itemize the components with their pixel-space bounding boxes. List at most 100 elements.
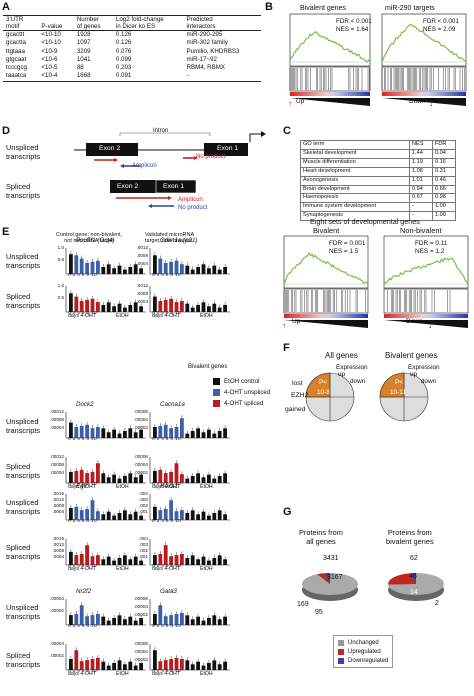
bar [106, 264, 111, 274]
rank-wedge [290, 98, 370, 106]
amplicon-label: Amplicon [132, 163, 157, 169]
enrichment-curve [289, 30, 371, 63]
spliced-exon1-label: Exon 1 [163, 183, 185, 190]
bar [169, 556, 173, 565]
bar [128, 266, 133, 274]
bar [74, 614, 79, 625]
bar [90, 428, 95, 438]
legend-label: Upregulated [348, 648, 381, 655]
bar [85, 473, 89, 483]
bar [133, 511, 138, 520]
bar [128, 559, 133, 565]
bar [217, 619, 222, 625]
gsea-b-up: Up [296, 98, 305, 105]
bar [106, 620, 111, 625]
enrichment-frame [283, 235, 369, 289]
bar [163, 263, 168, 274]
y-tick-label: .002 [139, 503, 148, 508]
enrichment-frame [381, 13, 467, 67]
spliced-bar-chart [149, 286, 230, 313]
bar [190, 510, 195, 520]
bar [158, 661, 163, 670]
bar [153, 470, 157, 483]
bar [185, 557, 190, 565]
bar [106, 556, 111, 565]
motif-table-cell: 88 [76, 64, 84, 72]
motif-table-cell: - [183, 72, 261, 82]
gsea-plot [283, 235, 369, 328]
exon2-box [86, 143, 138, 156]
bar [174, 427, 179, 438]
g-biv-center: 46 [409, 573, 417, 580]
legend-item: 4-OHT spliced [213, 398, 270, 409]
go-table-cell: 0.67 [408, 193, 433, 204]
bar [79, 554, 84, 565]
motif-table-row: tcccgcg <10-5 88 0.203 RBM4, RBMX [3, 64, 261, 72]
x-tick-labels: 0 2 4 6 8 10 [68, 482, 97, 487]
panel-e-legend: EtOH control 4-OHT unspliced 4-OHT spliced [213, 376, 270, 409]
motif-table-row: ttgtaaa <10-9 3209 0.076 Pumilio, KHDRBS3 [3, 48, 261, 56]
bar [117, 660, 122, 670]
bar [74, 650, 79, 670]
bar [153, 296, 157, 312]
go-table-cell: 0.16 [431, 157, 457, 168]
bar [201, 665, 206, 670]
motif-table-header: Number of genes [73, 15, 113, 31]
rank-color-bar [382, 92, 466, 96]
tss-arrowhead-icon [261, 131, 266, 137]
bar [128, 304, 133, 312]
motif-table-header: 3'UTR motif [3, 15, 39, 31]
bar [74, 296, 79, 312]
bar [74, 470, 79, 483]
bar [79, 510, 84, 520]
y-tick-label: .00006 [133, 641, 148, 646]
bar [123, 555, 127, 565]
bar [217, 475, 222, 483]
go-table-cell: Immune system development [300, 202, 410, 213]
x-tick-labels: 0 2 4 6 8 10 [152, 311, 181, 316]
bar [106, 477, 111, 483]
bar [74, 427, 79, 438]
y-tick-label: .00004 [133, 649, 148, 654]
transcript-row-label: Unspliced transcripts [6, 603, 41, 621]
motif-table-cell: <10-9 [41, 47, 58, 55]
bar [158, 301, 163, 312]
protein-pie-slice [325, 573, 330, 584]
bar [169, 659, 173, 670]
y-tick-label: .001 [139, 554, 148, 559]
up-arrow-icon: ↑ [288, 99, 292, 108]
bar [174, 260, 179, 274]
gene-name: Gata3 [160, 588, 177, 595]
bar [69, 422, 73, 438]
bar [196, 661, 200, 670]
x-tick-labels: 0 2 4 6 8 10 [152, 624, 181, 629]
etoh-label: EtOH [200, 313, 213, 319]
bar [69, 551, 73, 565]
motif-table-cell: gtgcaat [6, 55, 27, 63]
panel-label-a: A [2, 1, 10, 13]
bar [85, 616, 89, 625]
gsea-c-down: Down [406, 318, 423, 325]
bar [101, 559, 106, 565]
f-up-2: up [410, 371, 418, 378]
bar [207, 662, 211, 670]
y-tick-label: .00008 [49, 462, 64, 467]
gene-name: Dock2 [76, 401, 94, 408]
bar [85, 509, 89, 520]
exon1-box [204, 143, 248, 156]
days-label: days 4-OHT [152, 313, 180, 319]
unspliced-bar-chart [149, 412, 230, 439]
bar [90, 298, 95, 312]
bar [85, 299, 89, 312]
bivalent-genes-label: Bivalent genes [188, 364, 228, 370]
f-ezh2: EZH2 [291, 392, 309, 399]
f-p-value-1: 10-8 [317, 389, 330, 396]
bar [96, 463, 100, 483]
bar [207, 617, 211, 625]
motif-table-cell: <10-4 [38, 72, 74, 82]
bar [69, 507, 73, 520]
y-tick-label: .00004 [49, 470, 64, 475]
protein-pie-slice [388, 573, 416, 585]
g-biv-top: 62 [410, 555, 418, 562]
etoh-label: EtOH [200, 484, 213, 490]
